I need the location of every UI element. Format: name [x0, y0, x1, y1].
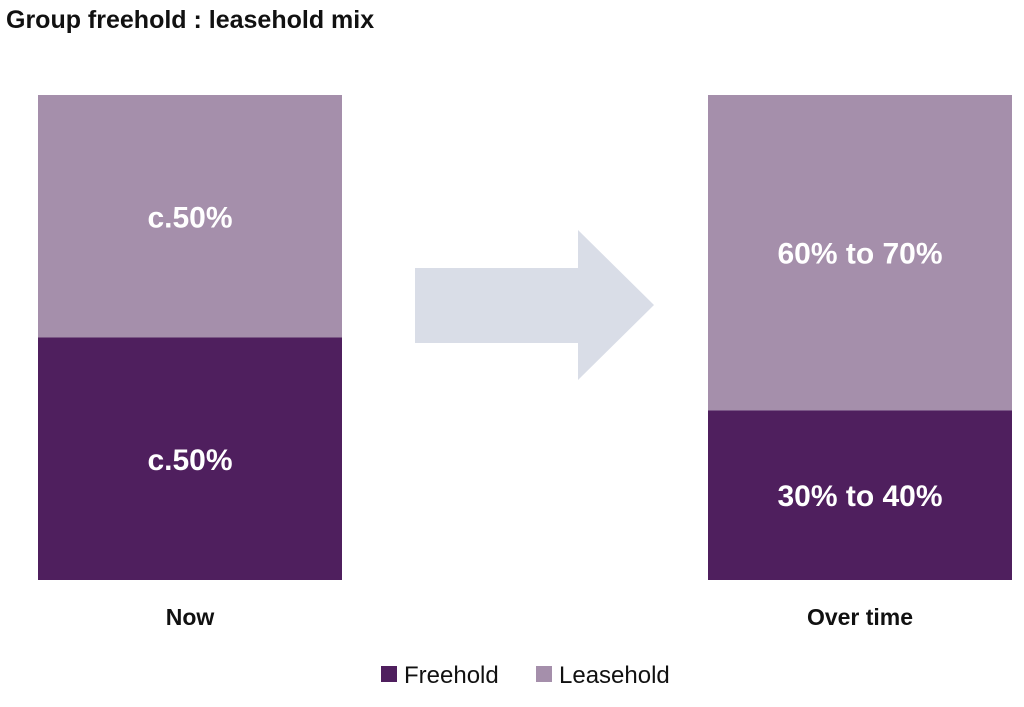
category-label-now: Now: [166, 604, 215, 630]
bar-now-freehold: [38, 337, 342, 580]
bar-over-time-leasehold: [708, 95, 1012, 411]
data-label-now-leasehold: c.50%: [147, 201, 232, 234]
data-label-over-time-leasehold: 60% to 70%: [777, 238, 942, 271]
arrow-right-icon: [415, 230, 654, 380]
legend-label-freehold: Freehold: [404, 662, 499, 689]
legend: Freehold Leasehold: [381, 662, 670, 689]
data-label-now-freehold: c.50%: [147, 444, 232, 477]
bars: c.50% c.50% Now 30% to 40% 60% to 70% Over ti…: [38, 95, 1012, 630]
bar-now-leasehold: [38, 95, 342, 338]
chart-title: Group freehold : leasehold mix: [6, 6, 374, 34]
legend-label-leasehold: Leasehold: [559, 662, 670, 689]
legend-swatch-freehold: [381, 666, 397, 682]
bar-over-time-freehold: [708, 410, 1012, 580]
data-label-over-time-freehold: 30% to 40%: [777, 480, 942, 513]
legend-swatch-leasehold: [536, 666, 552, 682]
category-label-over-time: Over time: [807, 604, 913, 630]
